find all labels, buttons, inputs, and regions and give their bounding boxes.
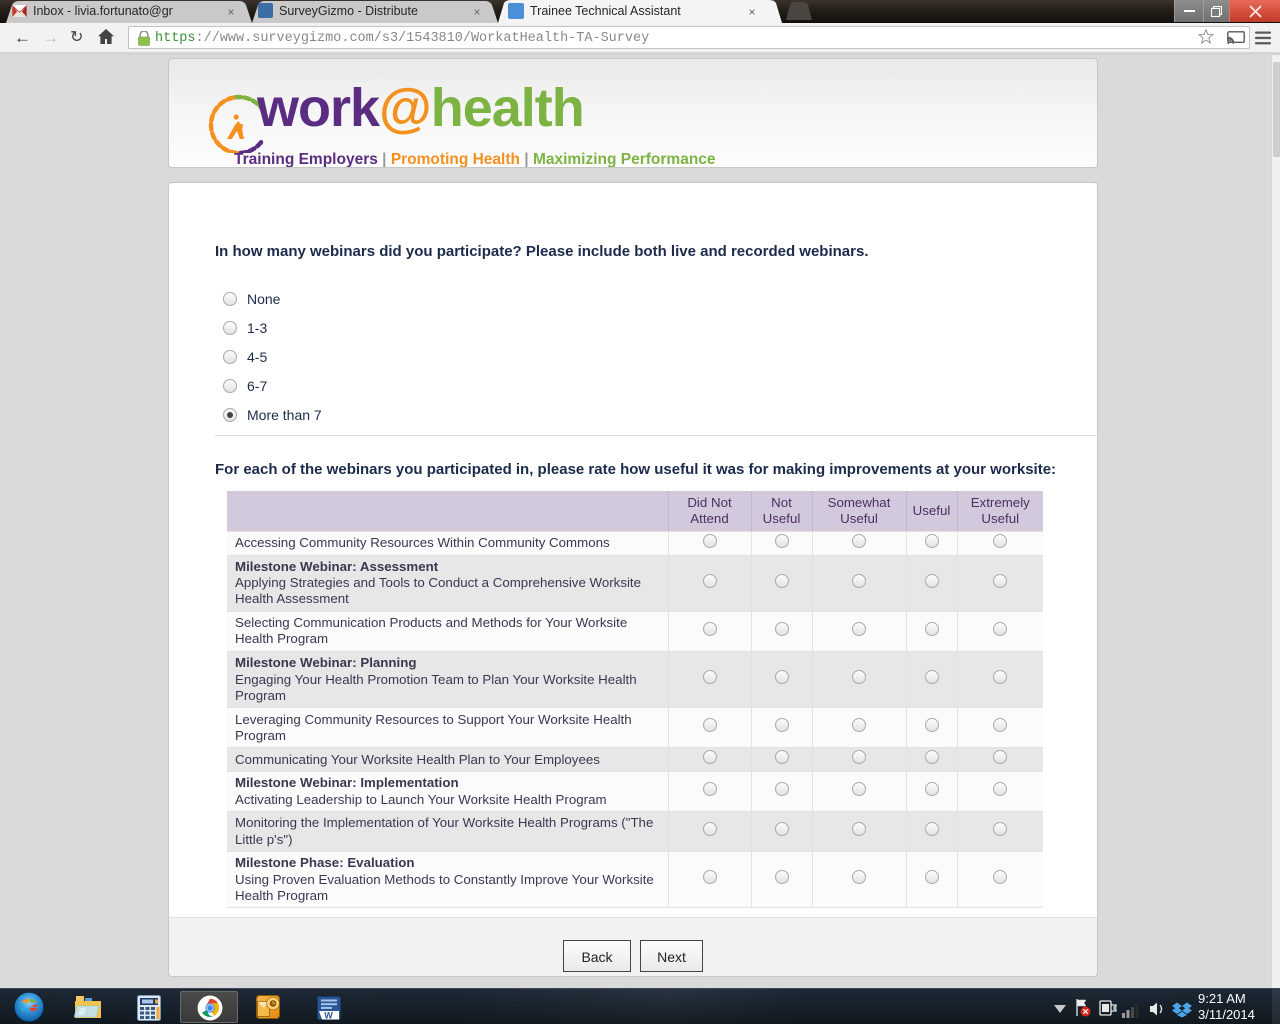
svg-text:W: W	[324, 1010, 333, 1020]
